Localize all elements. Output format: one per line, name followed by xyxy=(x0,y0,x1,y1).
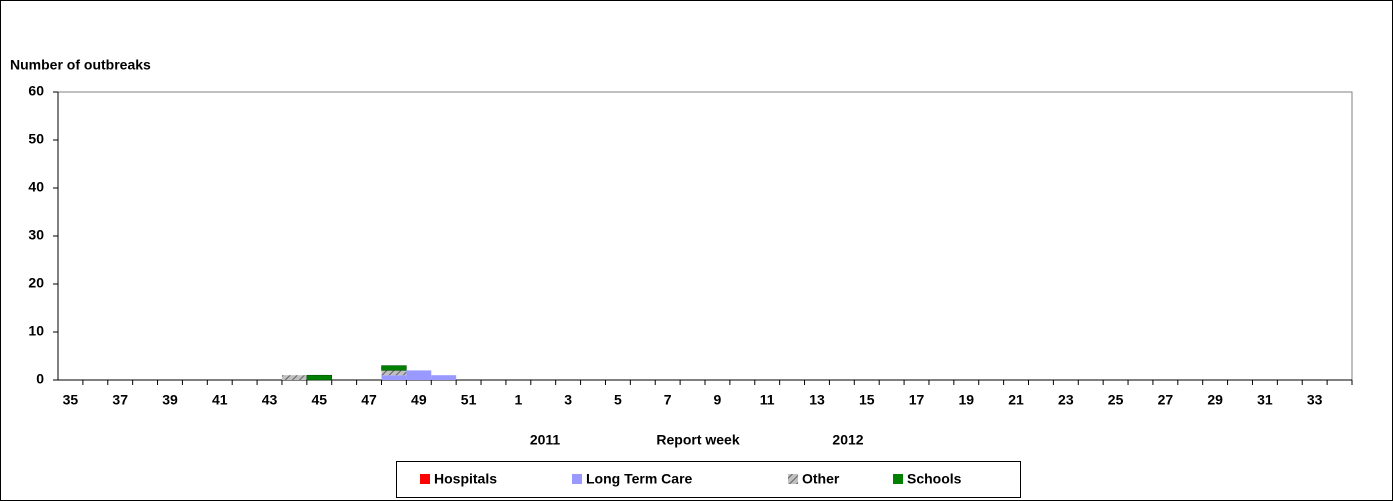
x-tick-label: 35 xyxy=(63,392,79,408)
x-tick-label: 5 xyxy=(614,392,622,408)
bar-segment xyxy=(306,374,332,381)
x-tick-label: 25 xyxy=(1108,392,1124,408)
legend-box xyxy=(396,461,1021,498)
legend-swatch xyxy=(893,474,903,484)
x-tick-label: 7 xyxy=(664,392,672,408)
x-tick-label: 3 xyxy=(564,392,572,408)
x-tick-label: 39 xyxy=(162,392,178,408)
x-tick-label: 45 xyxy=(311,392,327,408)
y-tick-label: 20 xyxy=(28,275,44,291)
x-tick-label: 37 xyxy=(112,392,128,408)
x-tick-label: 27 xyxy=(1158,392,1174,408)
x-tick-label: 47 xyxy=(361,392,377,408)
bar-segment xyxy=(431,375,457,380)
legend-label: Schools xyxy=(907,471,962,487)
x-tick-label: 43 xyxy=(262,392,278,408)
x-tick-label: 33 xyxy=(1307,392,1323,408)
legend-label: Long Term Care xyxy=(586,471,693,487)
bar-segment xyxy=(381,370,407,376)
y-tick-label: 50 xyxy=(28,131,44,147)
y-tick-label: 40 xyxy=(28,179,44,195)
plot-area xyxy=(57,91,1353,381)
annotation: 2012 xyxy=(832,432,863,448)
legend-swatch xyxy=(420,474,430,484)
x-tick-label: 13 xyxy=(809,392,825,408)
x-tick-label: 23 xyxy=(1058,392,1074,408)
bar-segment xyxy=(381,365,407,371)
x-tick-label: 51 xyxy=(461,392,477,408)
annotation: 2011 xyxy=(530,432,561,448)
x-tick-label: 19 xyxy=(958,392,974,408)
x-tick-label: 15 xyxy=(859,392,875,408)
bar-segment xyxy=(406,370,432,380)
x-tick-label: 31 xyxy=(1257,392,1273,408)
y-tick-label: 10 xyxy=(28,323,44,339)
x-tick-label: 9 xyxy=(714,392,722,408)
x-tick-label: 1 xyxy=(514,392,522,408)
y-tick-label: 30 xyxy=(28,227,44,243)
x-tick-label: 29 xyxy=(1207,392,1223,408)
y-tick-label: 60 xyxy=(28,83,44,99)
y-axis-label: Number of outbreaks xyxy=(10,57,151,73)
y-tick-label: 0 xyxy=(36,371,44,387)
legend-label: Hospitals xyxy=(434,471,497,487)
x-tick-label: 17 xyxy=(909,392,925,408)
x-axis-label: Report week xyxy=(656,432,739,448)
x-tick-label: 21 xyxy=(1008,392,1024,408)
legend-swatch xyxy=(572,474,582,484)
bar-segment xyxy=(381,375,407,380)
legend-label: Other xyxy=(802,471,840,487)
bar-segment xyxy=(281,375,307,380)
x-tick-label: 49 xyxy=(411,392,427,408)
x-tick-label: 11 xyxy=(760,392,775,408)
x-tick-label: 41 xyxy=(212,392,228,408)
legend-swatch xyxy=(788,474,798,484)
